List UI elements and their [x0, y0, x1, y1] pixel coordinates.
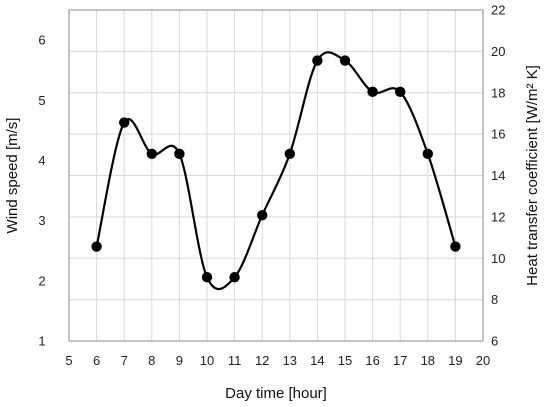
y2-tick-label: 12: [491, 209, 505, 224]
y2-tick-label: 20: [491, 44, 505, 59]
y-tick-label: 3: [38, 213, 45, 228]
tick-labels: 5 6 7 8 9 10 11 12 13 14 15 16 17 18 19 206810121416182…: [38, 3, 505, 369]
data-points: [91, 55, 461, 283]
x-tick-label: 15: [338, 353, 352, 368]
data-point: [367, 86, 378, 98]
y-axis-label: Wind speed [m/s]: [4, 118, 21, 234]
plot-area-border: [68, 9, 484, 342]
x-tick-label: 13: [283, 353, 297, 368]
x-tick-label: 12: [255, 353, 269, 368]
x-axis-label: Day time [hour]: [225, 385, 327, 402]
y-tick-label: 6: [38, 33, 45, 48]
data-point: [91, 241, 102, 252]
y-tick-label: 5: [38, 93, 45, 108]
data-point: [201, 272, 213, 283]
data-point: [119, 117, 130, 128]
y2-tick-label: 10: [491, 251, 505, 266]
secondary-y-axis-label: Heat transfer coefficient [W/m² K]: [524, 65, 541, 286]
data-point: [284, 148, 295, 160]
x-tick-label: 19: [448, 353, 462, 368]
x-tick-label: 7: [121, 353, 128, 368]
x-tick-label: 14: [310, 353, 324, 368]
data-point: [312, 55, 323, 66]
x-tick-label: 16: [365, 353, 379, 368]
x-tick-label: 18: [421, 353, 435, 368]
data-point: [422, 148, 433, 160]
y2-tick-label: 6: [491, 334, 498, 349]
data-point: [229, 272, 240, 283]
y2-tick-label: 16: [491, 127, 505, 142]
x-tick-label: 8: [148, 353, 155, 368]
y-tick-label: 1: [38, 334, 45, 349]
data-point: [146, 148, 157, 160]
y2-tick-label: 14: [491, 168, 505, 183]
x-tick-label: 17: [393, 353, 407, 368]
y2-tick-label: 18: [491, 85, 505, 100]
data-point: [339, 55, 351, 66]
data-point: [174, 148, 185, 160]
y2-tick-label: 8: [491, 292, 498, 307]
x-tick-label: 20: [476, 353, 490, 368]
x-tick-label: 6: [93, 353, 100, 368]
data-point: [257, 210, 268, 221]
y-tick-label: 4: [38, 153, 45, 168]
x-tick-label: 9: [176, 353, 183, 368]
data-point: [395, 86, 406, 98]
x-tick-label: 10: [200, 353, 214, 368]
data-point: [450, 241, 461, 252]
y-tick-label: 2: [38, 273, 45, 288]
x-tick-label: 5: [65, 353, 72, 368]
gridlines: [69, 10, 483, 341]
y2-tick-label: 22: [491, 3, 505, 18]
x-tick-label: 11: [228, 353, 242, 368]
